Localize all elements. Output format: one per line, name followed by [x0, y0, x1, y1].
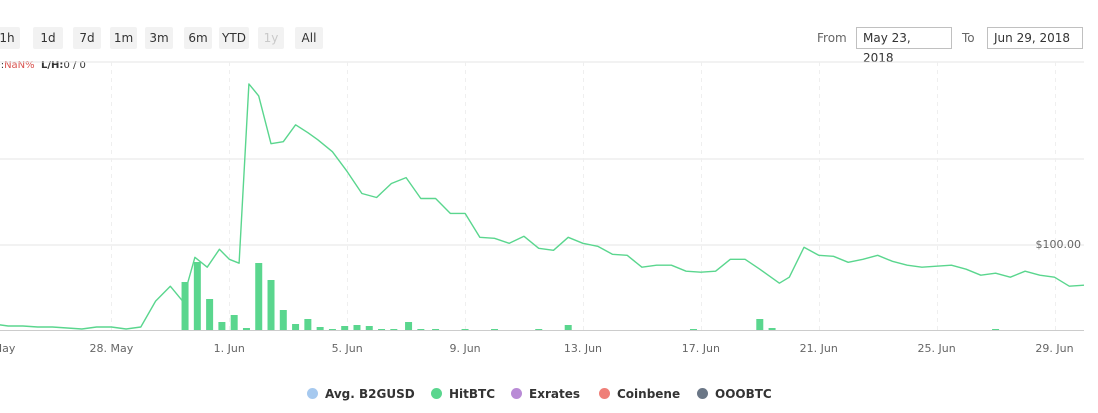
range-button-7d[interactable]: 7d — [73, 27, 101, 49]
legend-item-ooobtc[interactable]: OOOBTC — [697, 387, 772, 401]
x-tick-label: 1. Jun — [214, 342, 245, 355]
volume-bar — [279, 310, 287, 330]
volume-bar — [756, 319, 764, 330]
volume-bar — [316, 327, 324, 330]
price-chart[interactable]: $100.00 24. May 28. May 1. Jun 5. Jun 9. Jun 1… — [0, 0, 1098, 380]
volume-bar — [992, 329, 1000, 330]
to-date-input[interactable]: Jun 29, 2018 — [987, 27, 1083, 49]
volume-bar — [405, 322, 413, 330]
volume-bar — [417, 329, 425, 330]
legend-marker-icon — [511, 388, 522, 399]
x-tick-label: 28. May — [90, 342, 134, 355]
legend-marker-icon — [307, 388, 318, 399]
grid-layer — [0, 61, 1084, 330]
volume-bar — [206, 299, 214, 330]
x-tick-label: 24. May — [0, 342, 16, 355]
x-tick-label: 29. Jun — [1035, 342, 1073, 355]
axis-layer: $100.00 24. May 28. May 1. Jun 5. Jun 9. Jun 1… — [0, 238, 1084, 355]
lh-label: L/H: — [41, 60, 64, 71]
to-label: To — [962, 31, 975, 45]
x-tick-label: 5. Jun — [332, 342, 363, 355]
volume-bar — [341, 326, 349, 330]
volume-bar — [353, 325, 361, 330]
change-prefix: D: — [0, 60, 5, 71]
volume-bar — [689, 329, 697, 330]
legend-marker-icon — [599, 388, 610, 399]
legend-item-avg-b2gusd[interactable]: Avg. B2GUSD — [307, 387, 415, 401]
x-tick-label: 25. Jun — [918, 342, 956, 355]
range-button-1m[interactable]: 1m — [110, 27, 137, 49]
range-button-ytd[interactable]: YTD — [219, 27, 249, 49]
volume-bar — [230, 315, 238, 330]
x-tick-label: 21. Jun — [800, 342, 838, 355]
volume-bars — [181, 262, 1000, 330]
y-tick-label: $100.00 — [1036, 238, 1082, 251]
range-button-all[interactable]: All — [295, 27, 323, 49]
legend-label: OOOBTC — [715, 387, 772, 401]
series-lines — [0, 83, 1085, 330]
legend-item-coinbene[interactable]: Coinbene — [599, 387, 680, 401]
range-button-1h[interactable]: 1h — [0, 27, 20, 49]
change-value: NaN% — [4, 60, 35, 71]
legend-label: Avg. B2GUSD — [325, 387, 415, 401]
x-tick-label: 13. Jun — [564, 342, 602, 355]
volume-bar — [193, 262, 201, 330]
range-button-1d[interactable]: 1d — [33, 27, 63, 49]
volume-bar — [390, 329, 398, 330]
range-button-6m[interactable]: 6m — [184, 27, 212, 49]
volume-bar — [461, 329, 469, 330]
volume-bar — [432, 329, 440, 330]
volume-bar — [535, 329, 543, 330]
volume-bar — [378, 329, 386, 330]
x-tick-label: 9. Jun — [449, 342, 480, 355]
legend-label: Exrates — [529, 387, 580, 401]
from-label: From — [817, 31, 847, 45]
lh-value: 0 / 0 — [63, 60, 86, 71]
volume-bar — [242, 328, 250, 330]
volume-bar — [328, 329, 336, 330]
volume-bar — [292, 324, 300, 330]
volume-bar — [255, 263, 263, 330]
volume-bar — [768, 328, 776, 330]
volume-bar — [564, 325, 572, 330]
volume-bar — [267, 280, 275, 330]
legend-marker-icon — [431, 388, 442, 399]
stats-line: D:NaN% L/H:0 / 0 — [0, 60, 86, 71]
volume-bar — [304, 319, 312, 330]
volume-bar — [365, 326, 373, 330]
legend-item-exrates[interactable]: Exrates — [511, 387, 580, 401]
legend-marker-icon — [697, 388, 708, 399]
range-button-3m[interactable]: 3m — [145, 27, 173, 49]
legend-label: Coinbene — [617, 387, 681, 401]
volume-bar — [218, 322, 226, 330]
legend-label: HitBTC — [449, 387, 496, 401]
series-line-hitbtc — [0, 83, 1085, 330]
x-tick-label: 17. Jun — [682, 342, 720, 355]
volume-bar — [491, 329, 499, 330]
range-button-1y: 1y — [258, 27, 284, 49]
volume-bar — [181, 282, 189, 330]
legend-item-hitbtc[interactable]: HitBTC — [431, 387, 495, 401]
